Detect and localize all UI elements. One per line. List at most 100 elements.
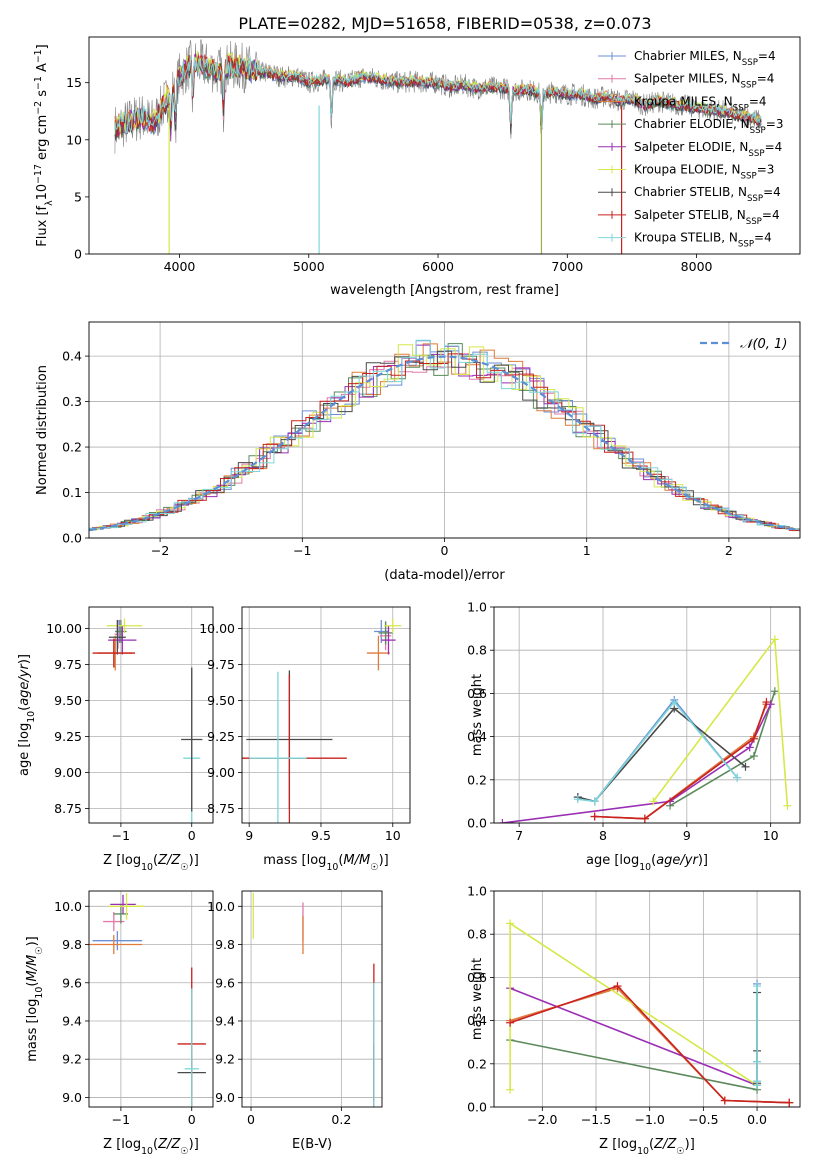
- mass_weight_vs_age-xtick-label: 10: [763, 828, 779, 843]
- mass_weight_vs_z-ytick-label: 0.8: [467, 927, 487, 942]
- mass_vs_z-ytick-label: 9.6: [62, 975, 82, 990]
- age_vs_mass-xlabel-part: 10: [326, 862, 338, 873]
- age_vs_mass-xtick-label: 9: [245, 828, 253, 843]
- legend-label-part: SSP: [746, 217, 762, 227]
- mass_vs_ebv-ytick-label: 9.2: [215, 1052, 235, 1067]
- spectrum-ylabel: Flux [fλ10−17 erg cm−2 s−1 A−1]: [33, 44, 55, 246]
- mass-ylabel-part: (: [25, 982, 40, 987]
- mass_weight_vs_age-ytick-label: 1.0: [467, 600, 487, 615]
- mass_weight_vs_z-xlabel-part: Z/Z: [653, 1137, 677, 1152]
- legend-label-part: Kroupa MILES, N: [634, 94, 733, 108]
- mass_weight_vs_age-ylabel: mass weight: [470, 674, 485, 756]
- mass_vs_ebv-frame: [241, 890, 383, 1108]
- spectrum-ylabel-part: Flux [f: [35, 205, 50, 246]
- age_vs_z-xtick-label: 0: [188, 828, 196, 843]
- mass_vs_z-xtick-label: −1: [112, 1112, 130, 1127]
- residuals-xlabel: (data-model)/error: [384, 568, 505, 583]
- mass_vs_z-xlabel-part: ☉: [180, 1146, 188, 1157]
- mass_vs_z-ytick-label: 9.8: [62, 937, 82, 952]
- residuals-ytick-label: 0.4: [62, 349, 82, 364]
- mass_weight_vs_z-xtick-label: −0.5: [688, 1112, 718, 1127]
- mass_vs_z-plot-area: [89, 892, 206, 1107]
- spectrum-ylabel-part: −1: [33, 49, 44, 63]
- weight-series-line: [509, 987, 758, 1087]
- spectrum-ylabel-part: −17: [33, 164, 44, 184]
- weight-series-line: [502, 703, 772, 823]
- legend-label-part: Kroupa ELODIE, N: [634, 163, 741, 177]
- spectrum-xlabel: wavelength [Angstrom, rest frame]: [330, 283, 559, 298]
- residuals-ytick-label: 0.3: [62, 394, 82, 409]
- residuals-xtick-label: 1: [583, 543, 591, 558]
- age_vs_mass-xlabel-part: M/M: [343, 853, 370, 868]
- legend-label-part: Chabrier MILES, N: [634, 49, 742, 63]
- legend-label-part: =4: [763, 185, 781, 199]
- mass_weight_vs_z-xtick-label: −1.5: [581, 1112, 611, 1127]
- age_vs_mass-axes: 9 9.5 10 8.75 9.00 9.25 9.50 9.75 10.00: [199, 607, 410, 843]
- mass_vs_z-xtick-label: 0: [188, 1112, 196, 1127]
- legend-label-part: Kroupa STELIB, N: [634, 231, 738, 245]
- residuals-ytick-label: 0.1: [62, 485, 82, 500]
- mass-ylabel-part: M/M: [25, 955, 40, 982]
- age_vs_mass-frame: [241, 606, 411, 824]
- mass-ylabel: mass [log10(M/M☉)]: [25, 936, 45, 1062]
- legend-label-part: =4: [754, 231, 772, 245]
- figure-title: PLATE=0282, MJD=51658, FIBERID=0538, z=0…: [238, 14, 651, 33]
- mass_weight_vs_z-xlabel-part: )]: [685, 1137, 695, 1152]
- mass-ylabel-part: 10: [34, 987, 45, 999]
- residuals-ytick-label: 0.2: [62, 440, 82, 455]
- mass_weight_vs_age-ytick-label: 0.6: [467, 686, 487, 701]
- mass_vs_ebv-ytick-label: 9.8: [215, 937, 235, 952]
- age-ylabel-part: age/yr: [17, 662, 32, 705]
- mass_vs_z-xlabel-part: )]: [189, 1137, 199, 1152]
- age_vs_mass-xlabel-part: ☉: [370, 862, 378, 873]
- mass_vs_z-xlabel-part: Z/Z: [157, 1137, 181, 1152]
- age-ylabel: age [log10(age/yr)]: [17, 654, 37, 776]
- mass_weight_vs_age-ytick-label: 0.4: [467, 729, 487, 744]
- mass_weight_vs_age-frame: [493, 606, 801, 824]
- mass_weight_vs_age-xlabel-part: (: [651, 853, 656, 868]
- legend-label-part: SSP: [748, 149, 764, 159]
- mass_vs_z-frame: [88, 890, 214, 1108]
- age_vs_z-ytick-label: 9.75: [54, 657, 82, 672]
- legend-label-part: =4: [757, 72, 775, 86]
- mass_vs_ebv-ytick-label: 9.4: [215, 1013, 235, 1028]
- legend-label-part: SSP: [747, 194, 763, 204]
- legend-label-part: =4: [765, 140, 783, 154]
- mass_vs_z-ytick-label: 10.0: [54, 899, 82, 914]
- residuals-ytick-label: 0.0: [62, 531, 82, 546]
- residuals-plot-area: [89, 339, 800, 532]
- age_vs_mass-ytick-label: 10.00: [199, 621, 235, 636]
- weight-series-line: [509, 985, 790, 1104]
- legend-label: Kroupa MILES, NSSP=4: [634, 94, 767, 113]
- mass_weight_vs_age-ytick-label: 0.8: [467, 643, 487, 658]
- age_vs_mass-ytick-label: 8.75: [207, 801, 235, 816]
- mass_vs_z-axes: −1 0 9.0 9.2 9.4 9.6 9.8 10.0: [54, 891, 213, 1127]
- age_vs_mass-ytick-label: 9.50: [207, 693, 235, 708]
- residuals-ylabel: Normed distribution: [35, 365, 50, 495]
- weight-series-line: [652, 637, 789, 806]
- mass_weight_vs_z-xlabel-part: Z [log: [599, 1137, 637, 1152]
- age_vs_z-xtick-label: −1: [112, 828, 130, 843]
- legend-label: Chabrier MILES, NSSP=4: [634, 49, 776, 68]
- legend-normal-label: 𝒩(0, 1): [740, 337, 787, 352]
- age_vs_mass-xtick-label: 10: [385, 828, 401, 843]
- mass_weight_vs_z-xlabel-part: (: [649, 1137, 654, 1152]
- legend-label: Salpeter MILES, NSSP=4: [634, 72, 774, 91]
- mass_weight_vs_z-ytick-label: 0.2: [467, 1056, 487, 1071]
- mass_weight_vs_z-plot-area: [506, 919, 794, 1107]
- mass_weight_vs_z-xlabel-part: ☉: [676, 1146, 684, 1157]
- mass_vs_z-ytick-label: 9.2: [62, 1052, 82, 1067]
- mass_vs_ebv-xlabel: E(B-V): [292, 1137, 332, 1152]
- weight-series-line: [594, 703, 768, 820]
- age_vs_mass-ytick-label: 9.25: [207, 729, 235, 744]
- age_vs_z-xlabel: Z [log10(Z/Z☉)]: [103, 853, 199, 873]
- legend-label-part: Salpeter ELODIE, N: [634, 140, 748, 154]
- mass_weight_vs_z-xtick-label: 0.0: [747, 1112, 767, 1127]
- legend-label-part: =3: [766, 117, 784, 131]
- spectrum-plot-area: [114, 39, 762, 254]
- spectrum-ytick-label: 10: [66, 132, 82, 147]
- legend-label-part: SSP: [742, 58, 758, 68]
- weight-series-line: [577, 698, 738, 803]
- age_vs_mass-plot-area: [242, 618, 402, 823]
- mass_vs_z-ytick-label: 9.4: [62, 1013, 82, 1028]
